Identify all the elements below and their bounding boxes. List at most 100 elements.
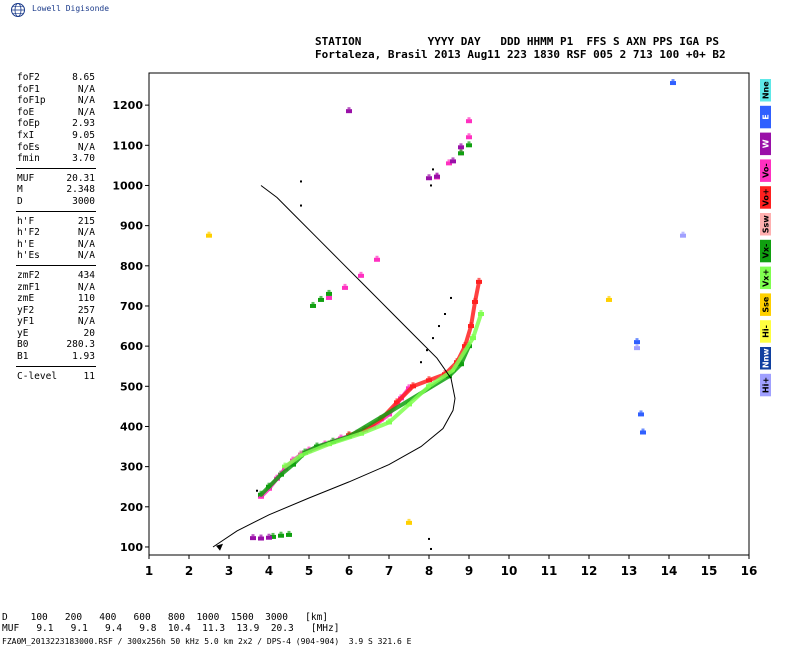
echo-point-fringe <box>387 418 391 421</box>
black-echo-dot <box>438 325 440 328</box>
echo-point <box>310 303 316 308</box>
echo-point-fringe <box>331 437 335 440</box>
legend-swatch <box>760 132 771 156</box>
legend-swatch <box>760 239 771 263</box>
param-label: M <box>17 184 23 196</box>
y-tick-label: 900 <box>120 220 143 233</box>
echo-point <box>634 340 640 345</box>
y-tick-label: 800 <box>120 260 143 273</box>
legend-swatch <box>760 105 771 129</box>
legend-swatch <box>760 266 771 290</box>
muf-row: MUF 9.1 9.1 9.4 9.8 10.4 11.3 13.9 20.3 … <box>2 623 340 634</box>
param-label: fxI <box>17 129 35 141</box>
legend-label: Vo+ <box>761 188 770 206</box>
station-header: STATION YYYY DAY DDD HHMM P1 FFS S AXN P… <box>315 35 726 61</box>
echo-point-fringe <box>359 271 363 274</box>
param-row: foF2 8.65 <box>0 72 100 84</box>
echo-trace-segment <box>469 299 477 329</box>
echo-point-fringe <box>347 107 351 110</box>
echo-point-fringe <box>671 79 675 82</box>
param-value: 9.05 <box>72 129 95 141</box>
black-echo-dot <box>420 361 422 364</box>
echo-point <box>318 297 324 302</box>
param-label: C-level <box>17 370 58 382</box>
file-info-footer: FZA0M_2013223183000.RSF / 300x256h 50 kH… <box>2 637 412 646</box>
param-label: D <box>17 195 23 207</box>
echo-traces <box>206 79 686 551</box>
param-value: N/A <box>77 316 95 328</box>
echo-point <box>426 176 432 181</box>
black-echo-dot <box>256 489 258 492</box>
param-row: M 2.348 <box>0 184 100 196</box>
echo-point-fringe <box>347 431 351 434</box>
echo-trace-segment <box>407 384 431 407</box>
param-row: foF1 N/A <box>0 84 100 96</box>
echo-point-fringe <box>395 398 399 401</box>
legend-label: Hi+ <box>761 377 770 393</box>
echo-point <box>466 143 472 148</box>
echo-point-fringe <box>451 157 455 160</box>
echo-point-fringe <box>343 283 347 286</box>
param-row: h'Es N/A <box>0 250 100 262</box>
param-row: foEp 2.93 <box>0 118 100 130</box>
param-separator <box>16 365 96 367</box>
param-value: 1.93 <box>72 351 95 363</box>
echo-point-fringe <box>459 149 463 152</box>
echo-point-fringe <box>427 376 431 379</box>
param-value: 2.348 <box>66 184 95 196</box>
param-value: 2.93 <box>72 118 95 130</box>
param-label: yF2 <box>17 304 35 316</box>
echo-point-fringe <box>315 442 319 445</box>
echo-trace-segment <box>283 453 303 469</box>
echo-point-fringe <box>607 295 611 298</box>
echo-point-fringe <box>267 482 271 485</box>
param-label: h'F2 <box>17 227 40 239</box>
param-row: zmE 110 <box>0 293 100 305</box>
y-tick-label: 600 <box>120 340 143 353</box>
echo-point-fringe <box>635 338 639 341</box>
legend-swatch <box>760 213 771 236</box>
param-value: 257 <box>77 304 95 316</box>
black-echo-dot <box>430 547 432 550</box>
param-value: 280.3 <box>66 339 95 351</box>
param-row: yE 20 <box>0 328 100 340</box>
param-row: fmin 3.70 <box>0 153 100 165</box>
param-row: yF2 257 <box>0 305 100 317</box>
param-row: D 3000 <box>0 196 100 208</box>
legend-swatch <box>760 373 771 397</box>
echo-point <box>206 233 212 238</box>
y-tick-label: 700 <box>120 300 143 313</box>
legend-label: Vo- <box>761 163 770 178</box>
param-label: h'Es <box>17 250 40 262</box>
param-separator <box>16 264 96 266</box>
y-tick-label: 500 <box>120 380 143 393</box>
echo-point-fringe <box>307 446 311 449</box>
echo-point-fringe <box>303 448 307 451</box>
echo-point <box>346 109 352 114</box>
echo-point <box>634 346 640 351</box>
echo-trace-segment <box>327 431 363 447</box>
param-row: zmF2 434 <box>0 270 100 282</box>
x-tick-label: 10 <box>501 564 518 578</box>
echo-point-fringe <box>283 462 287 465</box>
x-tick-label: 11 <box>541 564 558 578</box>
param-label: fmin <box>17 153 40 165</box>
param-value: 215 <box>77 215 95 227</box>
legend-label: W <box>761 139 770 148</box>
echo-point <box>434 174 440 179</box>
echo-point <box>606 297 612 302</box>
y-tick-label: 400 <box>120 420 143 433</box>
echo-point-fringe <box>411 382 415 385</box>
echo-point <box>640 430 646 435</box>
y-tick-label: 100 <box>120 541 143 554</box>
param-value: 3000 <box>72 195 95 207</box>
param-row: fxI 9.05 <box>0 130 100 142</box>
legend-swatch <box>760 79 771 102</box>
echo-point <box>342 285 348 290</box>
x-tick-label: 12 <box>581 564 598 578</box>
echo-point-fringe <box>459 143 463 146</box>
legend-swatch <box>760 347 771 370</box>
echo-point-fringe <box>407 384 411 387</box>
echo-point <box>374 257 380 262</box>
legend-label: Vx+ <box>761 269 770 287</box>
